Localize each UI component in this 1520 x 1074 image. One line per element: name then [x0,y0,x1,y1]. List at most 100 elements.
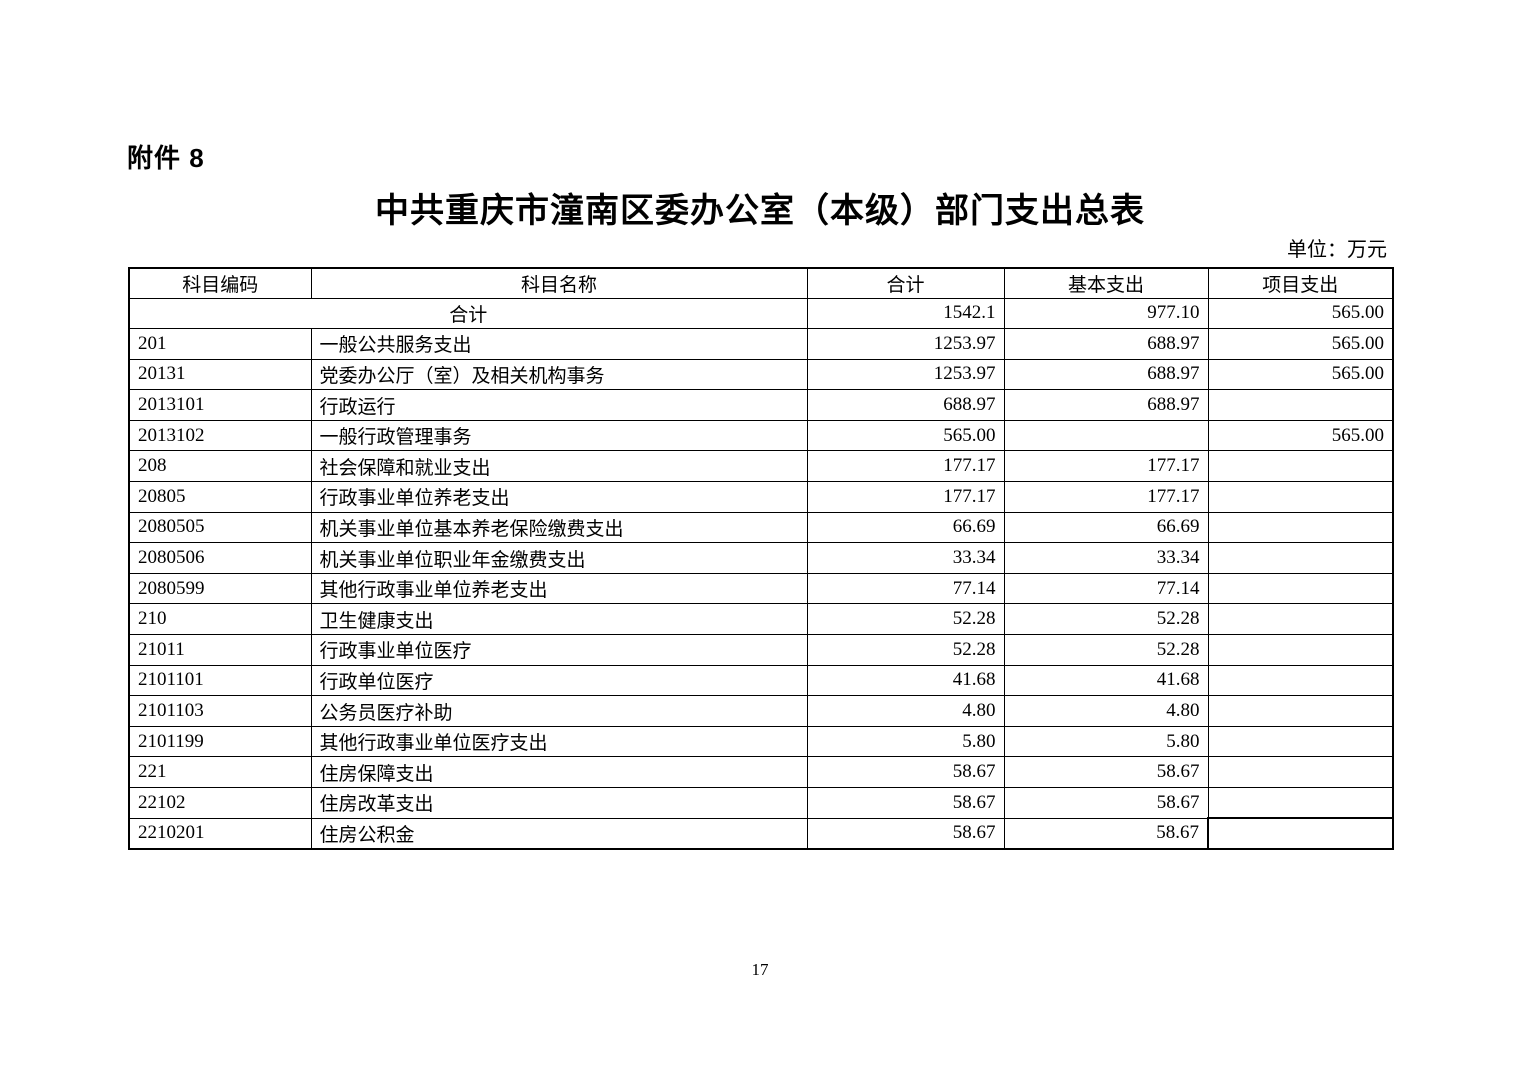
cell-subject-code: 2210201 [128,817,312,850]
table-row: 210 卫生健康支出 52.28 52.28 [128,603,1394,636]
col-header-subject-code: 科目编码 [128,267,312,299]
cell-basic: 52.28 [1003,634,1209,666]
cell-basic: 58.67 [1003,756,1209,788]
cell-subject-code: 2080599 [128,572,312,605]
cell-subject-name: 其他行政事业单位养老支出 [310,572,808,605]
cell-total: 565.00 [806,419,1005,452]
col-header-project: 项目支出 [1207,267,1394,299]
cell-project [1207,756,1394,788]
cell-basic: 4.80 [1003,695,1209,727]
cell-project [1207,787,1394,819]
cell-project [1207,572,1394,605]
cell-subject-name: 行政单位医疗 [310,664,808,697]
col-header-basic: 基本支出 [1003,267,1209,299]
cell-subject-code: 210 [128,603,312,636]
cell-basic: 52.28 [1003,603,1209,636]
cell-total: 52.28 [806,634,1005,666]
col-header-subject-name: 科目名称 [310,267,808,299]
cell-project [1207,450,1394,483]
cell-basic: 688.97 [1003,358,1209,391]
cell-basic: 977.10 [1003,297,1209,330]
cell-total: 33.34 [806,542,1005,574]
cell-total: 1253.97 [806,328,1005,360]
cell-subject-name: 党委办公厅（室）及相关机构事务 [310,358,808,391]
cell-subject-code: 20131 [128,358,312,391]
cell-subject-name: 住房保障支出 [310,756,808,788]
cell-subject-code: 2101103 [128,695,312,727]
table-row: 22102 住房改革支出 58.67 58.67 [128,787,1394,819]
cell-project [1207,481,1394,513]
cell-subject-name: 其他行政事业单位医疗支出 [310,725,808,758]
cell-total: 1542.1 [806,297,1005,330]
cell-subject-code: 2013101 [128,389,312,421]
table-row: 2013101 行政运行 688.97 688.97 [128,389,1394,421]
cell-total: 1253.97 [806,358,1005,391]
cell-total: 688.97 [806,389,1005,421]
table-row: 2080505 机关事业单位基本养老保险缴费支出 66.69 66.69 [128,511,1394,544]
cell-total: 52.28 [806,603,1005,636]
cell-basic: 688.97 [1003,389,1209,421]
cell-project [1207,511,1394,544]
table-row: 合计 1542.1 977.10 565.00 [128,297,1394,330]
cell-basic: 58.67 [1003,787,1209,819]
cell-subject-name: 机关事业单位基本养老保险缴费支出 [310,511,808,544]
cell-total: 77.14 [806,572,1005,605]
table-row: 2080599 其他行政事业单位养老支出 77.14 77.14 [128,572,1394,605]
table-header-row: 科目编码 科目名称 合计 基本支出 项目支出 [128,267,1394,299]
table-row: 221 住房保障支出 58.67 58.67 [128,756,1394,788]
cell-project [1207,603,1394,636]
cell-subject-name: 行政事业单位医疗 [310,634,808,666]
table-row: 2101103 公务员医疗补助 4.80 4.80 [128,695,1394,727]
cell-subject-name: 住房公积金 [310,817,808,850]
cell-subject-code: 22102 [128,787,312,819]
table-row: 20131 党委办公厅（室）及相关机构事务 1253.97 688.97 565.00 [128,358,1394,391]
cell-project [1207,817,1394,850]
cell-basic: 5.80 [1003,725,1209,758]
cell-subject-code: 2101199 [128,725,312,758]
cell-total: 58.67 [806,787,1005,819]
cell-subject-name: 一般行政管理事务 [310,419,808,452]
cell-basic: 58.67 [1003,817,1209,850]
cell-subject-name: 合计 [128,297,808,330]
cell-subject-code: 2080506 [128,542,312,574]
cell-subject-name: 社会保障和就业支出 [310,450,808,483]
cell-subject-name: 公务员医疗补助 [310,695,808,727]
cell-subject-code: 208 [128,450,312,483]
cell-subject-code: 2013102 [128,419,312,452]
table-row: 21011 行政事业单位医疗 52.28 52.28 [128,634,1394,666]
cell-basic: 66.69 [1003,511,1209,544]
cell-subject-name: 住房改革支出 [310,787,808,819]
unit-note: 单位：万元 [1287,239,1387,261]
cell-project [1207,542,1394,574]
cell-total: 58.67 [806,756,1005,788]
cell-subject-name: 机关事业单位职业年金缴费支出 [310,542,808,574]
table-row: 2101199 其他行政事业单位医疗支出 5.80 5.80 [128,725,1394,758]
cell-project: 565.00 [1207,297,1394,330]
cell-project: 565.00 [1207,419,1394,452]
cell-subject-name: 行政事业单位养老支出 [310,481,808,513]
page-number: 17 [751,960,769,979]
table-row: 208 社会保障和就业支出 177.17 177.17 [128,450,1394,483]
table-body: 合计 1542.1 977.10 565.00 201 一般公共服务支出 1253.97 68… [128,297,1394,850]
cell-total: 4.80 [806,695,1005,727]
cell-subject-code: 21011 [128,634,312,666]
cell-subject-code: 2101101 [128,664,312,697]
cell-project [1207,695,1394,727]
cell-basic: 177.17 [1003,450,1209,483]
cell-basic [1003,419,1209,452]
page-title: 中共重庆市潼南区委办公室（本级）部门支出总表 [375,193,1145,230]
cell-project [1207,725,1394,758]
cell-subject-name: 卫生健康支出 [310,603,808,636]
expenditure-table: 科目编码 科目名称 合计 基本支出 项目支出 合计 1542.1 977.10 565… [128,267,1394,850]
cell-subject-code: 201 [128,328,312,360]
cell-basic: 33.34 [1003,542,1209,574]
cell-basic: 177.17 [1003,481,1209,513]
cell-project: 565.00 [1207,358,1394,391]
cell-project [1207,664,1394,697]
table-row: 2210201 住房公积金 58.67 58.67 [128,817,1394,850]
cell-basic: 688.97 [1003,328,1209,360]
cell-total: 41.68 [806,664,1005,697]
cell-subject-code: 20805 [128,481,312,513]
attachment-label: 附件 8 [127,143,205,173]
cell-total: 66.69 [806,511,1005,544]
